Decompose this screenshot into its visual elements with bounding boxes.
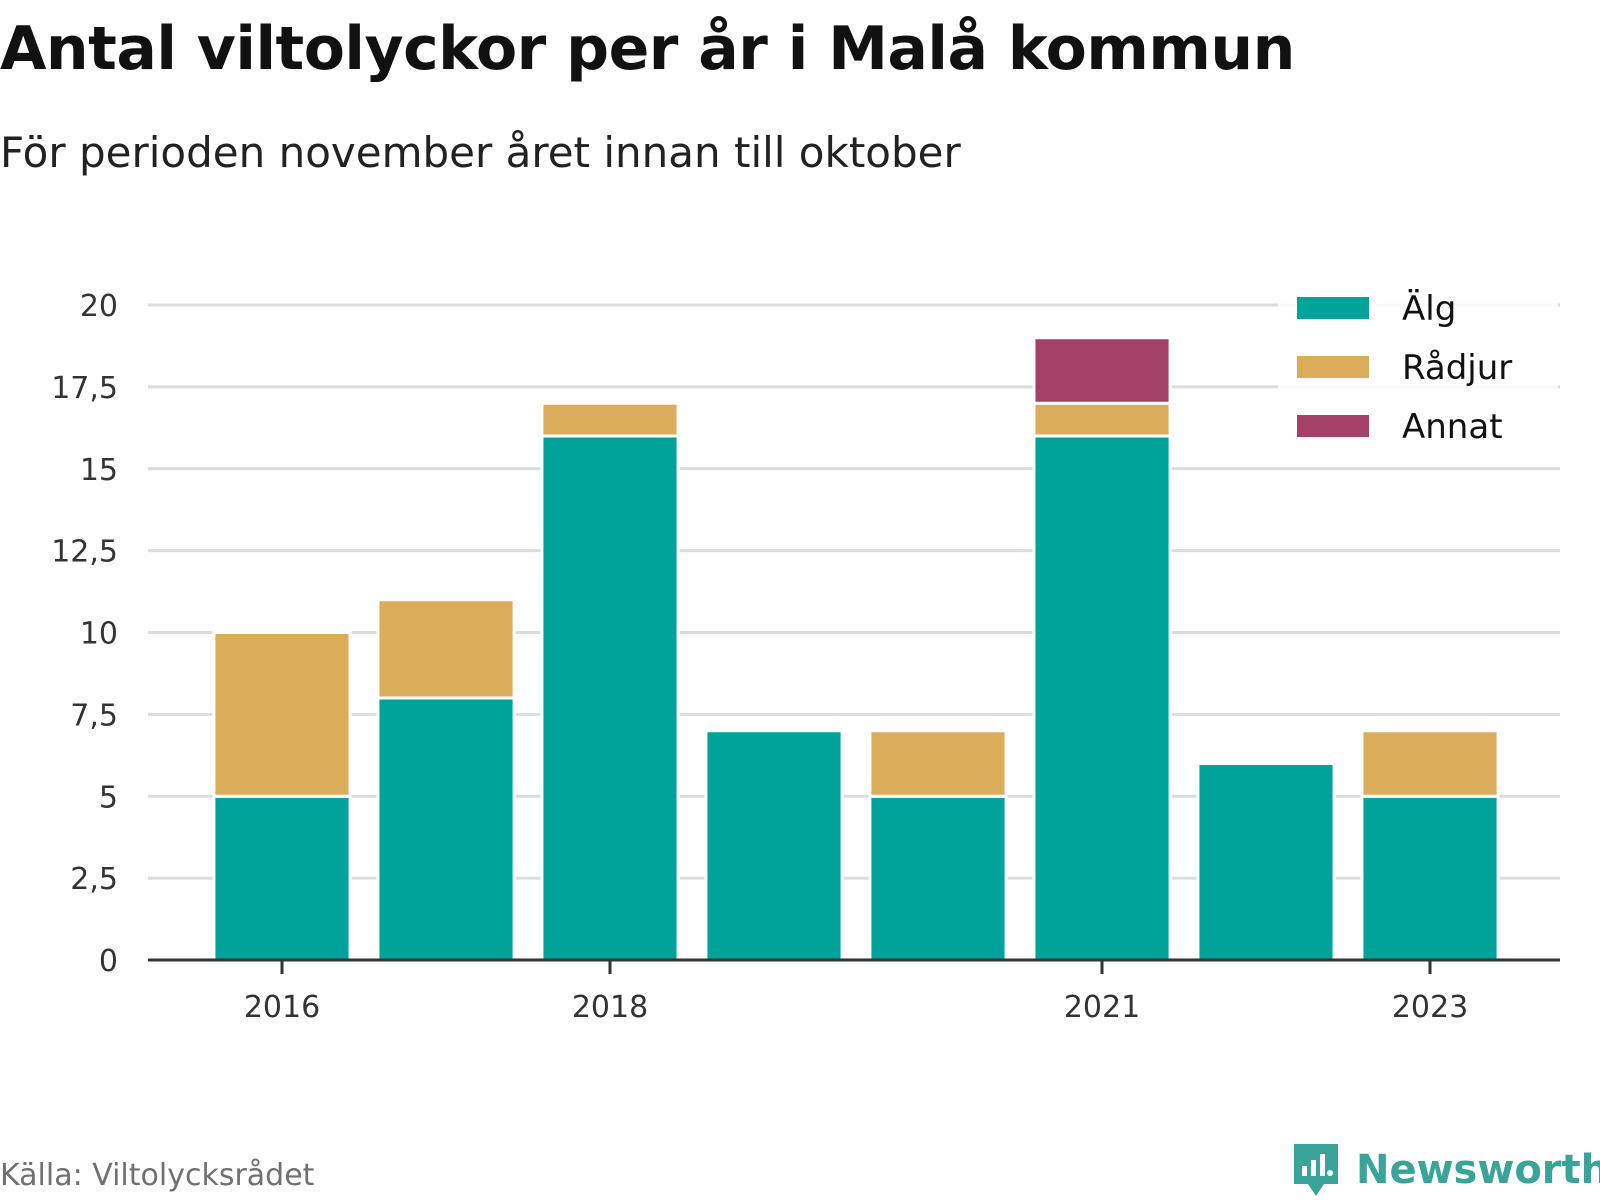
bar-segment xyxy=(376,696,516,962)
legend-swatch xyxy=(1297,356,1369,378)
y-tick-label: 12,5 xyxy=(51,535,118,570)
x-tick-label: 2016 xyxy=(244,990,320,1025)
x-tick-label: 2023 xyxy=(1392,990,1468,1025)
y-tick-label: 20 xyxy=(80,289,118,324)
bar-segment xyxy=(212,631,352,798)
x-tick-label: 2021 xyxy=(1064,990,1140,1025)
chart-subtitle: För perioden november året innan till ok… xyxy=(0,128,961,177)
x-tick-label: 2018 xyxy=(572,990,648,1025)
bar-segment xyxy=(212,794,352,962)
chart-title: Antal viltolyckor per år i Malå kommun xyxy=(0,14,1295,84)
newsworthy-logo-icon xyxy=(1294,1144,1338,1196)
bar-segment xyxy=(1196,762,1336,962)
bar-segment xyxy=(704,729,844,962)
legend: Älg Rådjur Annat xyxy=(1278,286,1558,456)
y-tick-label: 17,5 xyxy=(51,371,118,406)
legend-swatch xyxy=(1297,297,1369,319)
y-tick-label: 7,5 xyxy=(70,698,118,733)
source-note: Källa: Viltolycksrådet xyxy=(0,1158,315,1193)
bar-segment xyxy=(1360,794,1500,962)
x-axis-tick-labels: 2016 2018 2021 2023 xyxy=(244,960,1468,1025)
legend-swatch xyxy=(1297,415,1369,437)
brand: Newsworthy xyxy=(1290,1140,1600,1200)
y-tick-label: 10 xyxy=(80,617,118,652)
bar-segment xyxy=(1032,401,1172,438)
legend-label: Rådjur xyxy=(1402,348,1512,388)
bar-segment xyxy=(376,598,516,700)
bar-segment xyxy=(540,434,680,962)
bar-segment xyxy=(1360,729,1500,798)
y-axis-tick-labels: 0 2,5 5 7,5 10 12,5 15 17,5 20 xyxy=(51,289,118,979)
y-tick-label: 0 xyxy=(99,944,118,979)
brand-name: Newsworthy xyxy=(1356,1147,1600,1193)
legend-label: Annat xyxy=(1402,407,1503,447)
y-tick-label: 15 xyxy=(80,453,118,488)
y-tick-label: 2,5 xyxy=(70,862,118,897)
legend-label: Älg xyxy=(1402,289,1456,329)
y-tick-label: 5 xyxy=(99,780,118,815)
bar-segment xyxy=(540,401,680,438)
bar-segment xyxy=(1032,336,1172,405)
bar-segment xyxy=(1032,434,1172,962)
bar-segment xyxy=(868,794,1008,962)
bar-segment xyxy=(868,729,1008,798)
